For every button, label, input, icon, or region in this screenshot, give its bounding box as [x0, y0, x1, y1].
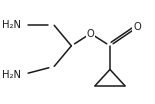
Text: O: O	[87, 28, 95, 38]
Text: H₂N: H₂N	[2, 20, 21, 30]
Text: H₂N: H₂N	[2, 70, 21, 80]
Text: O: O	[133, 22, 141, 32]
